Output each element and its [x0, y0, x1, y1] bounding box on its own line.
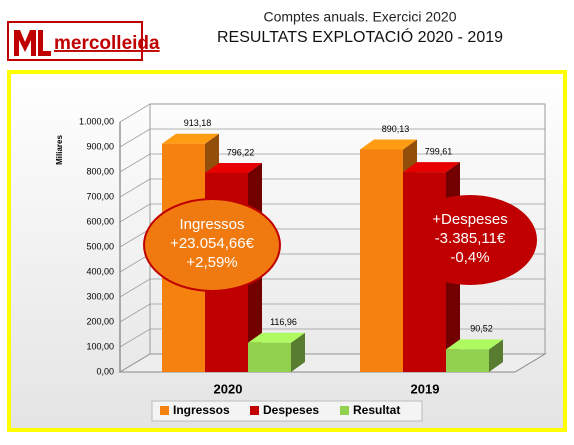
- legend-label: Resultat: [353, 403, 400, 417]
- bar-top: [403, 162, 460, 173]
- bar-side: [489, 339, 503, 372]
- y-tick-label: 0,00: [96, 366, 114, 376]
- logo-icon: [38, 30, 51, 56]
- grid-line: [119, 128, 545, 148]
- chart-title: Comptes anuals. Exercici 2020: [264, 9, 457, 25]
- x-tick-label: 2020: [214, 381, 243, 396]
- bar-side: [291, 332, 305, 372]
- x-tick-label: 2019: [411, 381, 440, 396]
- bar-top: [162, 133, 219, 144]
- bar: [248, 342, 291, 372]
- legend: [151, 400, 423, 422]
- y-tick-label: 700,00: [86, 191, 114, 201]
- value-label: 913,18: [184, 118, 212, 128]
- bar-top: [205, 162, 262, 173]
- annotation-bubble: [143, 198, 281, 292]
- annotation-text: +Despeses: [432, 211, 507, 228]
- annotation-text: Ingressos: [179, 216, 244, 233]
- legend-swatch: [250, 406, 259, 415]
- bar-top: [248, 332, 305, 343]
- annotation-text: -3.385,11€: [435, 230, 506, 247]
- y-tick-label: 300,00: [86, 291, 114, 301]
- value-label: 796,22: [227, 147, 255, 157]
- annotation-text: -0,4%: [450, 249, 489, 266]
- grid-line: [119, 103, 545, 123]
- y-tick-label: 800,00: [86, 166, 114, 176]
- legend-label: Ingressos: [173, 403, 230, 417]
- value-label: 890,13: [382, 124, 410, 134]
- annotation-text: +2,59%: [186, 254, 237, 271]
- annotation-text: +23.054,66€: [170, 235, 254, 252]
- chart-subtitle: RESULTATS EXPLOTACIÓ 2020 - 2019: [217, 27, 503, 46]
- y-tick-label: 600,00: [86, 216, 114, 226]
- logo-icon: [14, 30, 36, 56]
- logo: mercolleida: [7, 21, 160, 61]
- y-tick-label: 400,00: [86, 266, 114, 276]
- annotation-bubble: [403, 195, 537, 285]
- legend-swatch: [340, 406, 349, 415]
- value-label: 90,52: [470, 324, 493, 334]
- y-tick-label: 100,00: [86, 341, 114, 351]
- y-tick-label: 200,00: [86, 316, 114, 326]
- legend-label: Despeses: [263, 403, 319, 417]
- y-axis-label: Miliares: [55, 135, 64, 165]
- y-tick-label: 1.000,00: [79, 116, 114, 126]
- y-tick-label: 900,00: [86, 141, 114, 151]
- logo-text: mercolleida: [54, 33, 160, 54]
- bar-top: [446, 339, 503, 350]
- value-label: 116,96: [270, 317, 297, 327]
- bar: [446, 349, 489, 372]
- value-label: 799,61: [425, 146, 453, 156]
- y-tick-label: 500,00: [86, 241, 114, 251]
- bar-top: [360, 139, 417, 150]
- bar: [360, 149, 403, 372]
- legend-swatch: [160, 406, 169, 415]
